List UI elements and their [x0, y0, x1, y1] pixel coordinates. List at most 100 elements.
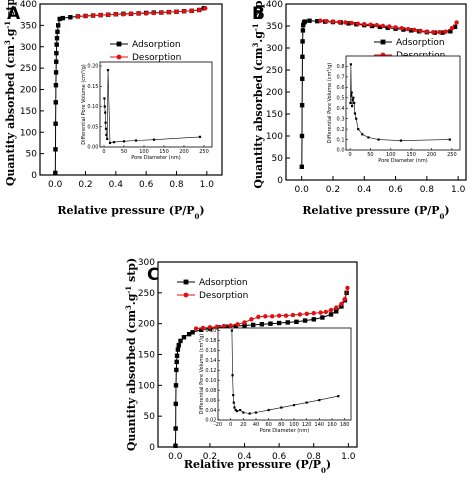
- inset-data-point: [292, 403, 296, 407]
- data-point-desorption: [181, 9, 187, 14]
- x-tick-label: 1.0: [200, 180, 215, 190]
- inset-data-point: [233, 406, 236, 409]
- legend-label-desorption: Desorption: [199, 291, 248, 301]
- x-axis-label-part: 0: [195, 212, 200, 221]
- data-point-adsorption: [186, 331, 192, 337]
- legend-label-adsorption: Adsorption: [396, 38, 445, 48]
- data-point-desorption: [207, 325, 213, 330]
- data-point-adsorption: [301, 22, 306, 28]
- inset-y-tick-label: 0.10: [205, 378, 216, 384]
- inset-x-tick-label: 150: [159, 149, 169, 155]
- inset-data-point: [337, 395, 340, 398]
- data-point-desorption: [437, 29, 442, 35]
- data-point-desorption: [235, 322, 240, 327]
- inset-x-axis-label: Pore Diameter (nm): [131, 155, 180, 161]
- inset-data-point: [134, 139, 138, 142]
- inset-y-tick-label: 0.04: [205, 408, 216, 414]
- data-point-adsorption: [53, 147, 58, 152]
- data-point-adsorption: [60, 15, 65, 21]
- y-tick-label: 150: [138, 351, 155, 361]
- inset-data-point: [106, 137, 109, 141]
- inset-y-tick-label: 0.3: [337, 116, 345, 122]
- data-point-desorption: [393, 25, 398, 30]
- inset-y-tick-label: 0.10: [87, 104, 98, 110]
- x-tick-label: 0.2: [78, 180, 92, 190]
- data-point-desorption: [242, 320, 247, 325]
- data-point-desorption: [368, 22, 373, 27]
- inset-data-point: [349, 63, 352, 66]
- inset-data-point: [353, 112, 357, 115]
- inset-data-point: [448, 138, 451, 141]
- y-axis-label-part: Quantity absorbed (cm: [125, 310, 138, 452]
- inset-data-point: [350, 94, 353, 97]
- x-tick-label: 0.8: [420, 185, 435, 195]
- data-point-adsorption: [250, 322, 256, 328]
- inset-data-point: [232, 394, 235, 397]
- inset-data-point: [112, 141, 116, 144]
- data-point-adsorption: [320, 315, 325, 320]
- data-point-adsorption: [176, 343, 181, 348]
- data-point-adsorption: [302, 19, 307, 24]
- x-axis-label-part: ): [444, 204, 449, 217]
- y-axis-label-part: -1: [3, 21, 12, 29]
- x-tick-label: 0.0: [48, 180, 63, 190]
- data-point-adsorption: [242, 323, 247, 328]
- x-tick-label: 0.4: [109, 180, 124, 190]
- data-point-adsorption: [300, 76, 305, 81]
- data-point-adsorption: [53, 83, 59, 88]
- inset-data-point: [239, 408, 242, 412]
- data-point-desorption: [374, 22, 379, 28]
- data-point-desorption: [345, 285, 350, 291]
- data-point-desorption: [324, 18, 329, 24]
- data-point-adsorption: [178, 338, 183, 344]
- inset-y-tick-label: 0.4: [337, 106, 345, 112]
- legend: Adsorption Desorption: [177, 278, 248, 301]
- data-point-desorption: [454, 20, 459, 25]
- inset-data-point: [108, 141, 112, 145]
- legend-marker-adsorption: [380, 39, 386, 45]
- y-tick-label: 100: [138, 381, 155, 391]
- data-point-adsorption: [299, 133, 305, 139]
- data-point-adsorption: [181, 335, 187, 340]
- x-axis-label-part: 0: [321, 466, 326, 475]
- data-point-adsorption: [259, 322, 265, 327]
- inset-data-point: [267, 408, 270, 412]
- data-point-adsorption: [56, 23, 61, 28]
- inset-y-tick-label: 0.14: [205, 358, 216, 364]
- data-point-desorption: [297, 312, 303, 317]
- inset-data-point: [349, 101, 352, 105]
- data-point-adsorption: [53, 121, 58, 126]
- inset-data-point: [104, 121, 107, 124]
- x-tick-label: 1.0: [451, 185, 466, 195]
- inset-y-tick-label: 0.1: [337, 137, 345, 143]
- data-point-desorption: [128, 11, 134, 17]
- data-point-desorption: [159, 10, 164, 15]
- data-point-desorption: [380, 23, 386, 29]
- inset-data-point: [280, 406, 283, 409]
- y-tick-label: 50: [272, 154, 284, 164]
- data-point-desorption: [311, 310, 316, 316]
- inset-data-point: [152, 138, 156, 141]
- inset-y-tick-label: 0.12: [205, 368, 216, 374]
- inset-frame: [217, 327, 352, 421]
- data-point-desorption: [330, 19, 336, 24]
- data-point-desorption: [106, 12, 111, 17]
- inset-y-tick-label: 0.05: [87, 124, 98, 130]
- inset-x-tick-label: 50: [121, 149, 127, 155]
- legend-label-adsorption: Adsorption: [132, 40, 181, 50]
- y-tick-label: 250: [20, 64, 37, 74]
- inset-data-point: [399, 139, 403, 142]
- inset-y-axis-label: Differential Pore Volume (cm³/g): [81, 64, 87, 144]
- y-tick-label: 400: [20, 0, 37, 10]
- data-point-adsorption: [346, 21, 351, 26]
- inset-data-point: [104, 127, 108, 130]
- inset-y-tick-label: 0.8: [337, 64, 345, 70]
- data-point-desorption: [90, 13, 96, 18]
- inset-x-tick-label: 200: [427, 152, 437, 158]
- data-point-adsorption: [225, 324, 230, 329]
- inset-y-tick-label: 0.00: [87, 145, 98, 151]
- data-point-adsorption: [302, 318, 308, 323]
- data-point-desorption: [355, 21, 361, 26]
